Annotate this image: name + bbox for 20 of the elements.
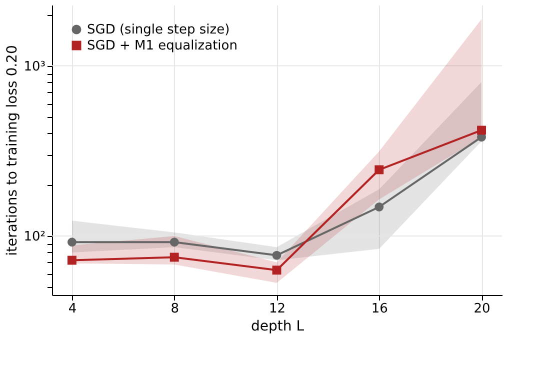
point	[67, 238, 76, 247]
y-tick-label: 10³	[24, 59, 46, 74]
point	[477, 126, 486, 135]
point	[374, 165, 384, 174]
point	[374, 202, 384, 212]
point	[272, 250, 282, 260]
legend-label: SGD (single step size)	[87, 22, 230, 38]
y-tick-label: 10²	[24, 229, 46, 244]
x-tick-label: 4	[68, 302, 77, 316]
point	[272, 266, 282, 275]
point	[67, 256, 76, 265]
x-tick-label: 12	[268, 302, 286, 316]
y-axis-title: iterations to training loss 0.20	[4, 45, 21, 256]
x-tick-label: 16	[371, 302, 388, 316]
point	[170, 238, 179, 247]
x-tick-label: 8	[170, 302, 179, 316]
x-axis-title: depth L	[251, 318, 304, 334]
legend-label: SGD + M1 equalization	[87, 38, 238, 54]
point	[170, 252, 179, 262]
x-tick-label: 20	[474, 302, 490, 316]
